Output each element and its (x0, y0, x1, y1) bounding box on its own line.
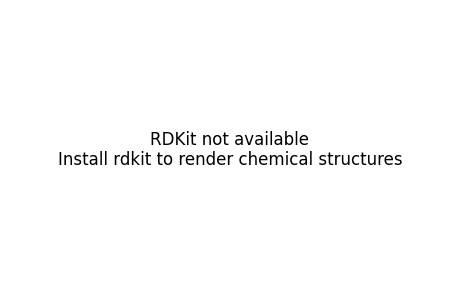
Text: RDKit not available
Install rdkit to render chemical structures: RDKit not available Install rdkit to ren… (57, 130, 402, 170)
